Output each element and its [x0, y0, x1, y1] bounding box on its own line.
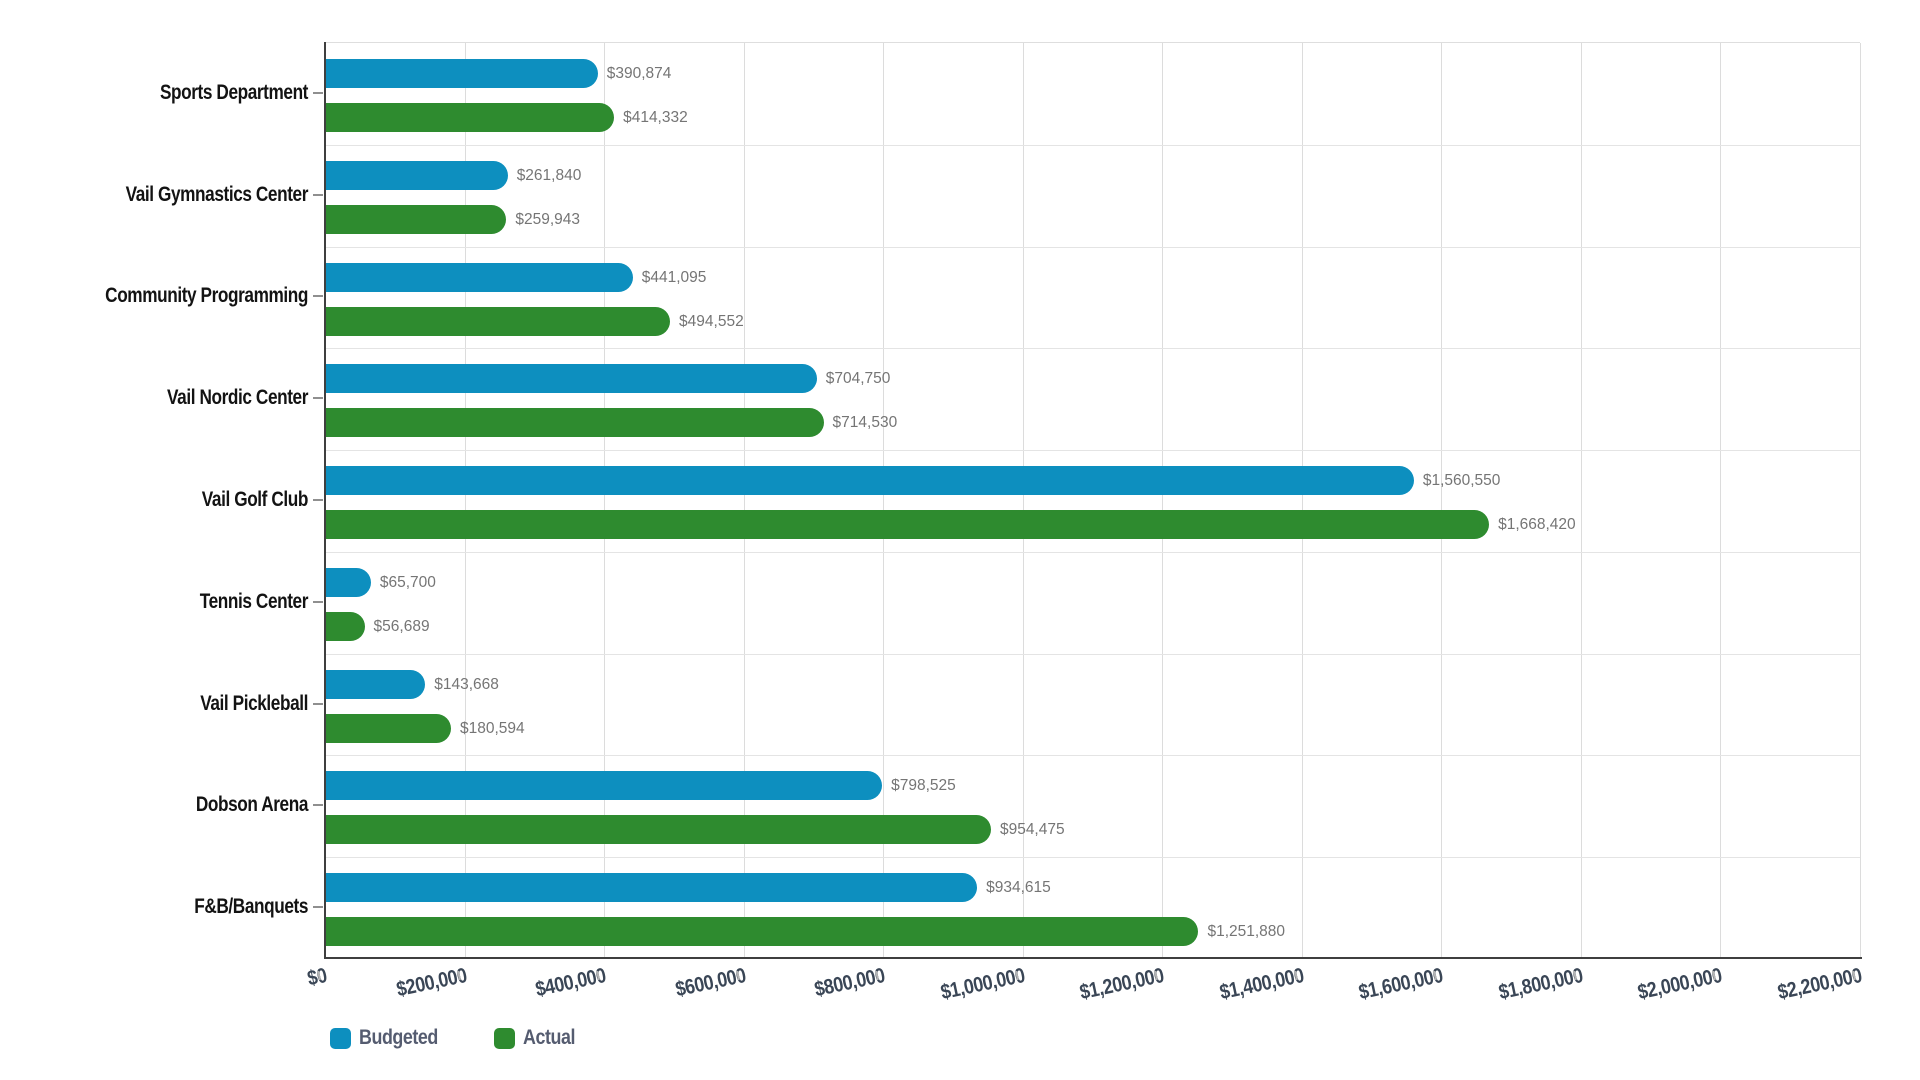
gridline — [1022, 43, 1024, 959]
y-tick-mark — [313, 804, 323, 807]
category-label: Tennis Center — [199, 589, 309, 613]
bar-value-label: $441,095 — [641, 268, 707, 286]
actual-bar — [325, 917, 1199, 947]
actual-bar — [325, 713, 451, 743]
bar-value-label: $798,525 — [891, 777, 956, 795]
legend-label: Actual — [522, 1026, 575, 1049]
bar-value-label: $704,750 — [825, 370, 891, 388]
gridline — [325, 144, 1860, 146]
category-label: Vail Golf Club — [201, 488, 309, 511]
actual-bar — [325, 815, 991, 845]
gridline — [325, 857, 1860, 859]
budgeted-bar — [325, 59, 598, 88]
actual-bar — [325, 510, 1490, 540]
actual-bar — [325, 408, 824, 438]
y-tick-mark — [313, 702, 323, 705]
budgeted-bar — [325, 262, 633, 292]
y-tick-mark — [313, 295, 323, 298]
bar-value-label: $390,874 — [606, 65, 672, 82]
gridline — [325, 246, 1860, 248]
gridline — [883, 43, 885, 959]
category-label: Vail Pickleball — [200, 691, 308, 715]
category-label: Vail Gymnastics Center — [125, 182, 309, 206]
gridline — [1441, 43, 1443, 959]
gridline — [325, 653, 1860, 655]
legend: Budgeted Actual — [330, 1026, 584, 1050]
legend-label: Budgeted — [359, 1026, 438, 1049]
bar-value-label: $143,668 — [434, 675, 499, 693]
y-tick-mark — [313, 91, 323, 94]
category-label: Dobson Arena — [195, 793, 309, 817]
actual-bar — [325, 611, 365, 641]
actual-bar — [325, 306, 671, 336]
gridline — [743, 43, 745, 959]
bar-value-label: $954,475 — [999, 821, 1065, 839]
plot-area: $390,874 $414,332 $261,840 $259,943 $441,095… — [325, 42, 1861, 959]
budgeted-bar — [325, 567, 371, 597]
bar-value-label: $1,251,880 — [1207, 923, 1286, 941]
bar-value-label: $494,552 — [679, 312, 744, 330]
gridline — [1162, 43, 1164, 959]
y-axis-line — [324, 42, 326, 959]
budgeted-bar — [325, 364, 817, 394]
actual-bar — [325, 103, 615, 132]
bar-value-label: $65,700 — [379, 573, 436, 591]
budgeted-bar — [325, 771, 883, 801]
bar-value-label: $414,332 — [623, 109, 688, 126]
bar-value-label: $714,530 — [832, 414, 898, 432]
gridline — [325, 755, 1860, 757]
bar-value-label: $259,943 — [515, 210, 581, 228]
category-label: Vail Nordic Center — [167, 386, 308, 410]
y-tick-mark — [313, 397, 323, 400]
category-label: F&B/Banquets — [194, 895, 308, 919]
budgeted-bar — [325, 160, 508, 190]
gridline — [1580, 43, 1582, 959]
bar-value-label: $261,840 — [516, 166, 582, 184]
gridline — [604, 43, 606, 959]
bar-value-label: $1,560,550 — [1422, 472, 1501, 490]
gridline — [1301, 43, 1303, 959]
bar-value-label: $180,594 — [460, 719, 525, 737]
y-tick-mark — [313, 499, 323, 501]
bar-value-label: $1,668,420 — [1498, 516, 1576, 534]
gridline — [464, 43, 466, 959]
y-tick-mark — [313, 193, 323, 196]
budgeted-bar — [325, 873, 978, 903]
gridline — [325, 551, 1860, 553]
y-tick-mark — [313, 906, 323, 909]
gridline — [1720, 43, 1722, 959]
actual-bar — [325, 204, 507, 234]
bar-value-label: $56,689 — [373, 617, 430, 635]
gridline — [325, 450, 1860, 452]
budgeted-bar — [325, 466, 1414, 496]
gridline — [1860, 43, 1861, 959]
legend-item-actual[interactable]: Actual — [493, 1026, 584, 1050]
category-label: Community Programming — [105, 284, 308, 308]
x-axis-line — [325, 957, 1862, 959]
legend-swatch — [330, 1027, 351, 1049]
category-label: Sports Department — [159, 80, 308, 104]
legend-item-budgeted[interactable]: Budgeted — [330, 1026, 452, 1050]
y-tick-mark — [313, 600, 323, 603]
gridline — [325, 348, 1860, 350]
budgeted-bar — [325, 669, 426, 699]
legend-swatch — [493, 1027, 515, 1049]
bar-value-label: $934,615 — [986, 879, 1051, 897]
